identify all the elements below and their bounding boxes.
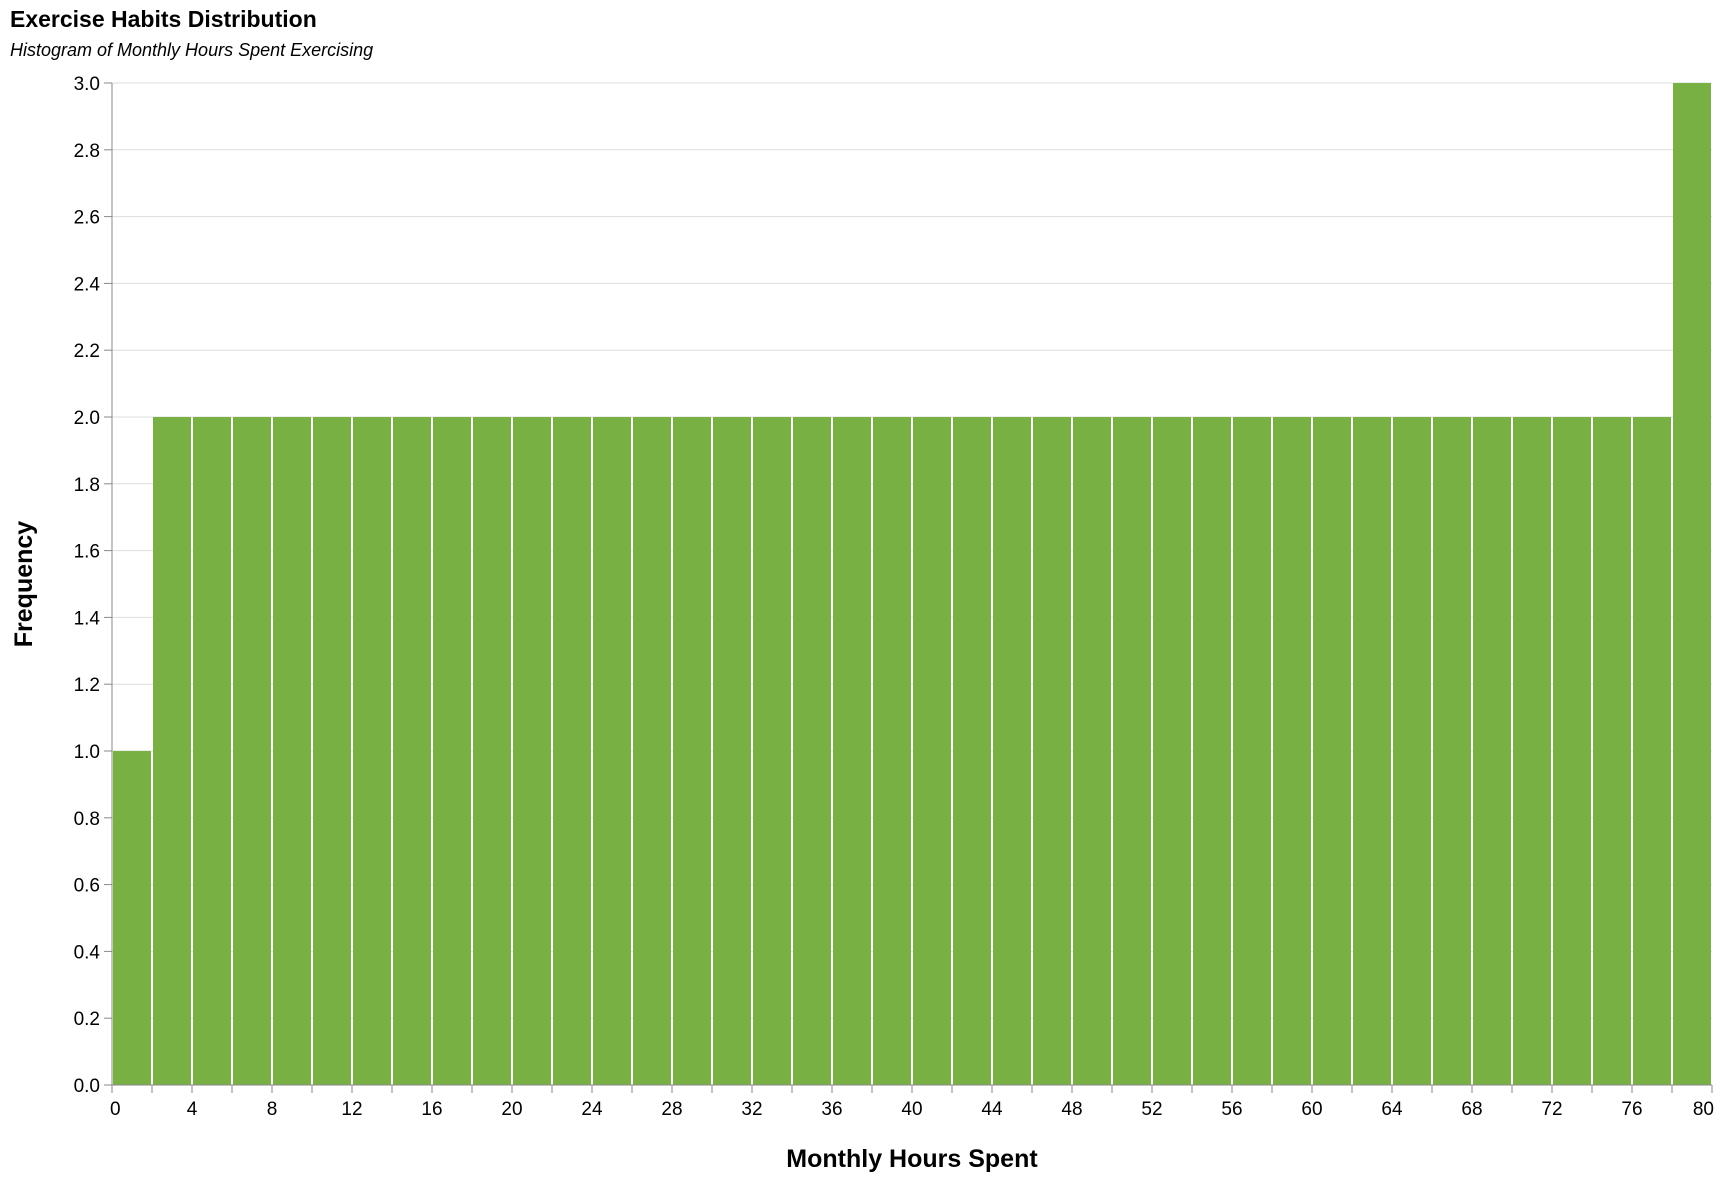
- x-tick-label: 72: [1541, 1099, 1562, 1120]
- histogram-bar: [153, 417, 191, 1085]
- y-tick-label: 2.6: [74, 208, 100, 229]
- axes: 0.0 0.2 0.4 0.6 0.8 1.0 1.2 1.4 1.6 1.8 2.0 2.2 2.4 2…: [74, 74, 1714, 1120]
- histogram-bar: [1353, 417, 1391, 1085]
- chart-subtitle: Histogram of Monthly Hours Spent Exercis…: [10, 40, 374, 60]
- y-tick-label: 1.2: [74, 675, 100, 696]
- histogram-bar: [1593, 417, 1631, 1085]
- histogram-bar: [1193, 417, 1231, 1085]
- x-tick-label: 52: [1141, 1099, 1162, 1120]
- x-axis-title: Monthly Hours Spent: [786, 1145, 1038, 1173]
- y-tick-label: 2.2: [74, 341, 100, 362]
- grid-lines: [112, 82, 1712, 1086]
- y-tick-label: 2.8: [74, 141, 100, 162]
- y-tick-label: 3.0: [74, 74, 100, 95]
- y-tick-label: 1.8: [74, 475, 100, 496]
- histogram-bar: [1033, 417, 1071, 1085]
- y-tick-label: 2.0: [74, 408, 100, 429]
- histogram-bar: [873, 417, 911, 1085]
- x-tick-label: 68: [1461, 1099, 1482, 1120]
- x-tick-label: 28: [661, 1099, 682, 1120]
- histogram-bar: [1433, 417, 1471, 1085]
- x-tick-label: 44: [981, 1099, 1003, 1120]
- x-tick-label: 48: [1061, 1099, 1082, 1120]
- histogram-bar: [513, 417, 551, 1085]
- x-tick-label: 64: [1381, 1099, 1403, 1120]
- histogram-bar: [1073, 417, 1111, 1085]
- x-tick-label: 24: [581, 1099, 603, 1120]
- y-tick-label: 0.4: [74, 942, 101, 963]
- x-tick-label: 56: [1221, 1099, 1242, 1120]
- histogram-bar: [673, 417, 711, 1085]
- x-tick-label: 40: [901, 1099, 922, 1120]
- histogram-bar: [1473, 417, 1511, 1085]
- histogram-bar: [1393, 417, 1431, 1085]
- histogram-bar: [233, 417, 271, 1085]
- histogram-bar: [1513, 417, 1551, 1085]
- histogram-bar: [393, 417, 431, 1085]
- y-tick-label: 0.0: [74, 1076, 100, 1097]
- y-tick-label: 0.8: [74, 809, 100, 830]
- y-tick-label: 2.4: [74, 274, 101, 295]
- y-tick-label: 0.2: [74, 1009, 100, 1030]
- chart-title: Exercise Habits Distribution: [10, 6, 317, 32]
- x-tick-label: 36: [821, 1099, 842, 1120]
- histogram-bar: [353, 417, 391, 1085]
- x-tick-label: 4: [187, 1099, 198, 1120]
- histogram-bar: [833, 417, 871, 1085]
- x-tick-label: 60: [1301, 1099, 1322, 1120]
- y-axis-title: Frequency: [10, 521, 38, 648]
- y-tick-label: 1.4: [74, 608, 101, 629]
- x-tick-label: 20: [501, 1099, 522, 1120]
- histogram-bar: [913, 417, 951, 1085]
- x-tick-label: 12: [341, 1099, 362, 1120]
- x-tick-label: 32: [741, 1099, 762, 1120]
- histogram-bar: [1553, 417, 1591, 1085]
- y-tick-label: 1.0: [74, 742, 100, 763]
- histogram-bar: [1273, 417, 1311, 1085]
- histogram-bar: [433, 417, 471, 1085]
- histogram-bar: [193, 417, 231, 1085]
- histogram-bar: [1153, 417, 1191, 1085]
- histogram-bar: [633, 417, 671, 1085]
- x-tick-label: 0: [110, 1099, 121, 1120]
- x-tick-label: 8: [267, 1099, 278, 1120]
- x-tick-label: 76: [1621, 1099, 1642, 1120]
- histogram-bar: [713, 417, 751, 1085]
- histogram-bar: [793, 417, 831, 1085]
- histogram-bar: [313, 417, 351, 1085]
- histogram-bar: [473, 417, 511, 1085]
- x-tick-label: 16: [421, 1099, 442, 1120]
- histogram-bar: [273, 417, 311, 1085]
- x-tick-label: 80: [1693, 1099, 1714, 1120]
- histogram-bar: [753, 417, 791, 1085]
- histogram-bar: [1113, 417, 1151, 1085]
- y-tick-label: 1.6: [74, 542, 100, 563]
- histogram-bars: [113, 83, 1711, 1085]
- histogram-bar: [1633, 417, 1671, 1085]
- y-tick-label: 0.6: [74, 876, 100, 897]
- histogram-bar: [593, 417, 631, 1085]
- histogram-bar: [553, 417, 591, 1085]
- histogram-bar: [113, 751, 151, 1085]
- histogram-bar: [1673, 83, 1711, 1085]
- histogram-bar: [1313, 417, 1351, 1085]
- histogram-bar: [953, 417, 991, 1085]
- histogram-bar: [993, 417, 1031, 1085]
- histogram-bar: [1233, 417, 1271, 1085]
